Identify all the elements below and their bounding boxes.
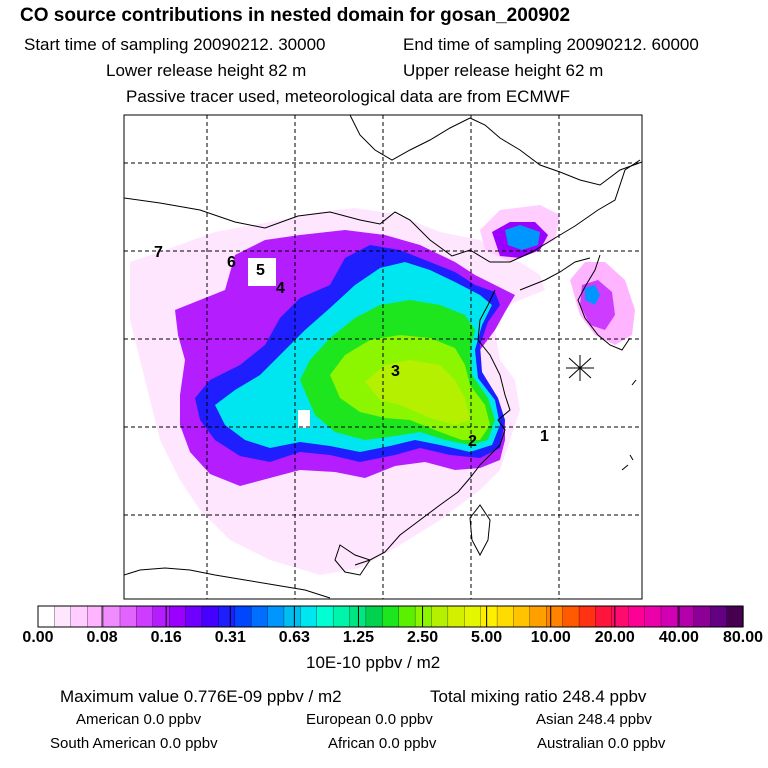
upper-release-height-label: Upper release height 62 m [403,61,604,80]
colorbar-unit: 10E-10 ppbv / m2 [306,653,441,672]
colorbar-swatch [726,605,744,628]
colorbar-label: 0.31 [214,629,246,646]
colorbar-swatch [218,605,236,628]
concentration-field [130,205,635,575]
american-contribution: American 0.0 ppbv [76,711,202,728]
lat-lon-grid [124,115,642,599]
colorbar-label: 1.25 [342,629,375,646]
colorbar-swatch [87,605,105,628]
colorbar-label: 5.00 [471,629,503,646]
south-american-contribution: South American 0.0 ppbv [50,735,218,752]
colorbar-swatch [496,605,515,628]
colorbar-swatch [283,605,301,628]
maximum-value: Maximum value 0.776E-09 ppbv / m2 [60,687,342,706]
marker-6: 6 [227,254,236,271]
colorbar-swatch [480,605,498,628]
colorbar-swatch [710,605,728,628]
marker-3: 3 [391,363,400,380]
colorbar-swatch [398,605,416,628]
european-contribution: European 0.0 ppbv [306,711,433,728]
african-contribution: African 0.0 ppbv [328,735,437,752]
colorbar-swatch [70,605,88,628]
colorbar-swatch [513,605,531,628]
lower-release-height-label: Lower release height 82 m [106,61,307,80]
colorbar-swatch [169,605,187,628]
marker-7: 7 [154,244,163,261]
asian-contribution: Asian 248.4 ppbv [536,711,652,728]
colorbar-label: 2.50 [406,629,439,646]
colorbar-label: 0.00 [22,629,54,646]
colorbar-swatch [185,605,203,628]
colorbar-label: 40.00 [658,629,699,646]
colorbar-swatch [300,605,318,628]
colorbar-swatch [660,605,679,628]
colorbar-swatch [464,605,482,628]
map-frame [123,114,643,600]
colorbar-swatch [382,605,400,628]
colorbar-swatch [316,605,334,628]
colorbar-swatch [693,605,711,628]
end-time-label: End time of sampling 20090212. 60000 [403,35,699,54]
colorbar-swatch [250,605,269,628]
colorbar-swatch [644,605,662,628]
colorbar-swatch [103,605,121,628]
colorbar-label: 0.16 [150,629,182,646]
colorbar-label: 0.63 [278,629,310,646]
colorbar-swatch [136,605,154,628]
colorbar-label: 80.00 [722,629,764,646]
colorbar-frame [37,605,744,628]
coastlines [124,115,642,599]
colorbar-label: 20.00 [594,629,635,646]
colorbar-swatch [529,605,547,628]
colorbar-swatch [365,605,383,628]
colorbar [37,605,744,628]
colorbar-swatch [414,605,433,628]
colorbar-swatch [431,605,449,628]
colorbar-swatch [562,605,580,628]
marker-1: 1 [540,428,549,445]
receptor-marker [566,355,594,381]
colorbar-swatch [677,605,695,628]
colorbar-swatch [119,605,138,628]
colorbar-label: 10.00 [530,629,571,646]
colorbar-swatch [37,605,56,628]
colorbar-swatch [332,605,351,628]
marker-5: 5 [256,262,265,279]
colorbar-label: 0.08 [86,629,118,646]
marker-2: 2 [468,433,477,450]
colorbar-swatch [267,605,285,628]
page-title: CO source contributions in nested domain… [20,5,571,26]
colorbar-swatch [628,605,646,628]
colorbar-swatch [546,605,564,628]
colorbar-swatch [234,605,252,628]
colorbar-swatch [578,605,597,628]
australian-contribution: Australian 0.0 ppbv [537,735,666,752]
colorbar-swatch [54,605,72,628]
tracer-note: Passive tracer used, meteorological data… [126,87,571,106]
colorbar-swatch [152,605,170,628]
colorbar-swatch [595,605,613,628]
start-time-label: Start time of sampling 20090212. 30000 [24,35,326,54]
marker-4: 4 [276,280,285,297]
total-mixing-ratio: Total mixing ratio 248.4 ppbv [430,687,647,706]
colorbar-swatch [201,605,219,628]
colorbar-swatch [447,605,465,628]
